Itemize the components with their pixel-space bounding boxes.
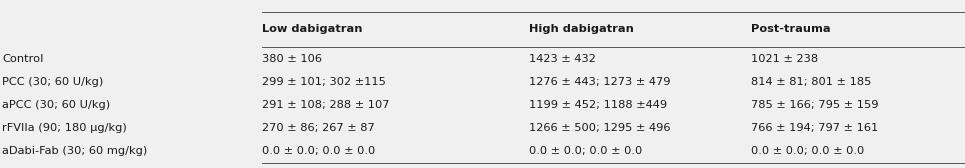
Text: Low dabigatran: Low dabigatran bbox=[262, 24, 363, 34]
Text: aDabi-Fab (30; 60 mg/kg): aDabi-Fab (30; 60 mg/kg) bbox=[2, 146, 148, 156]
Text: rFVIIa (90; 180 μg/kg): rFVIIa (90; 180 μg/kg) bbox=[2, 123, 126, 133]
Text: 380 ± 106: 380 ± 106 bbox=[262, 54, 322, 64]
Text: aPCC (30; 60 U/kg): aPCC (30; 60 U/kg) bbox=[2, 100, 110, 110]
Text: Post-trauma: Post-trauma bbox=[751, 24, 831, 34]
Text: 0.0 ± 0.0; 0.0 ± 0.0: 0.0 ± 0.0; 0.0 ± 0.0 bbox=[751, 146, 864, 156]
Text: 766 ± 194; 797 ± 161: 766 ± 194; 797 ± 161 bbox=[751, 123, 878, 133]
Text: 814 ± 81; 801 ± 185: 814 ± 81; 801 ± 185 bbox=[751, 77, 871, 87]
Text: 1199 ± 452; 1188 ±449: 1199 ± 452; 1188 ±449 bbox=[529, 100, 667, 110]
Text: 0.0 ± 0.0; 0.0 ± 0.0: 0.0 ± 0.0; 0.0 ± 0.0 bbox=[262, 146, 375, 156]
Text: 1021 ± 238: 1021 ± 238 bbox=[751, 54, 818, 64]
Text: 785 ± 166; 795 ± 159: 785 ± 166; 795 ± 159 bbox=[751, 100, 878, 110]
Text: 291 ± 108; 288 ± 107: 291 ± 108; 288 ± 107 bbox=[262, 100, 390, 110]
Text: 0.0 ± 0.0; 0.0 ± 0.0: 0.0 ± 0.0; 0.0 ± 0.0 bbox=[529, 146, 642, 156]
Text: 1276 ± 443; 1273 ± 479: 1276 ± 443; 1273 ± 479 bbox=[529, 77, 671, 87]
Text: 299 ± 101; 302 ±115: 299 ± 101; 302 ±115 bbox=[262, 77, 386, 87]
Text: 1423 ± 432: 1423 ± 432 bbox=[529, 54, 595, 64]
Text: High dabigatran: High dabigatran bbox=[529, 24, 634, 34]
Text: PCC (30; 60 U/kg): PCC (30; 60 U/kg) bbox=[2, 77, 103, 87]
Text: 1266 ± 500; 1295 ± 496: 1266 ± 500; 1295 ± 496 bbox=[529, 123, 671, 133]
Text: 270 ± 86; 267 ± 87: 270 ± 86; 267 ± 87 bbox=[262, 123, 375, 133]
Text: Control: Control bbox=[2, 54, 43, 64]
